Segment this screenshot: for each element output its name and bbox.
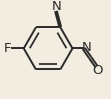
Text: N: N (81, 41, 91, 54)
Text: N: N (52, 0, 61, 13)
Text: O: O (92, 64, 103, 77)
Text: F: F (3, 42, 11, 55)
